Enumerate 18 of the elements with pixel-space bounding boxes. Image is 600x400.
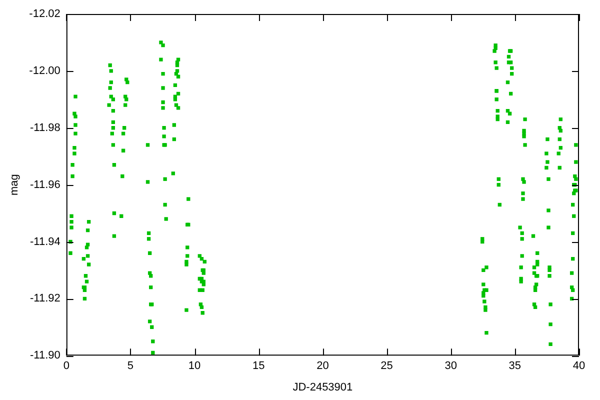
x-tick-label: 40 xyxy=(572,360,586,372)
x-tick-label: 15 xyxy=(252,360,265,372)
y-tick-label: -11.92 xyxy=(30,292,60,305)
y-tick-label: -11.98 xyxy=(30,122,60,134)
x-tick-label: 25 xyxy=(380,360,393,372)
x-tick-label: 10 xyxy=(188,360,201,372)
y-tick-label: -11.96 xyxy=(30,178,60,191)
x-tick-label: 20 xyxy=(316,360,329,372)
y-axis-title: mag xyxy=(8,174,21,196)
x-tick-label: 35 xyxy=(508,360,522,372)
x-tick-label: 30 xyxy=(444,360,457,372)
y-tick-label: -12.02 xyxy=(29,8,60,20)
y-tick-label: -11.94 xyxy=(30,236,60,248)
x-tick-label: 5 xyxy=(127,360,134,372)
y-tick-label: -12.00 xyxy=(29,64,60,77)
y-tick-label: -11.90 xyxy=(30,350,60,362)
x-axis-title: JD-2453901 xyxy=(292,381,353,394)
x-tick-label: 0 xyxy=(63,360,70,372)
